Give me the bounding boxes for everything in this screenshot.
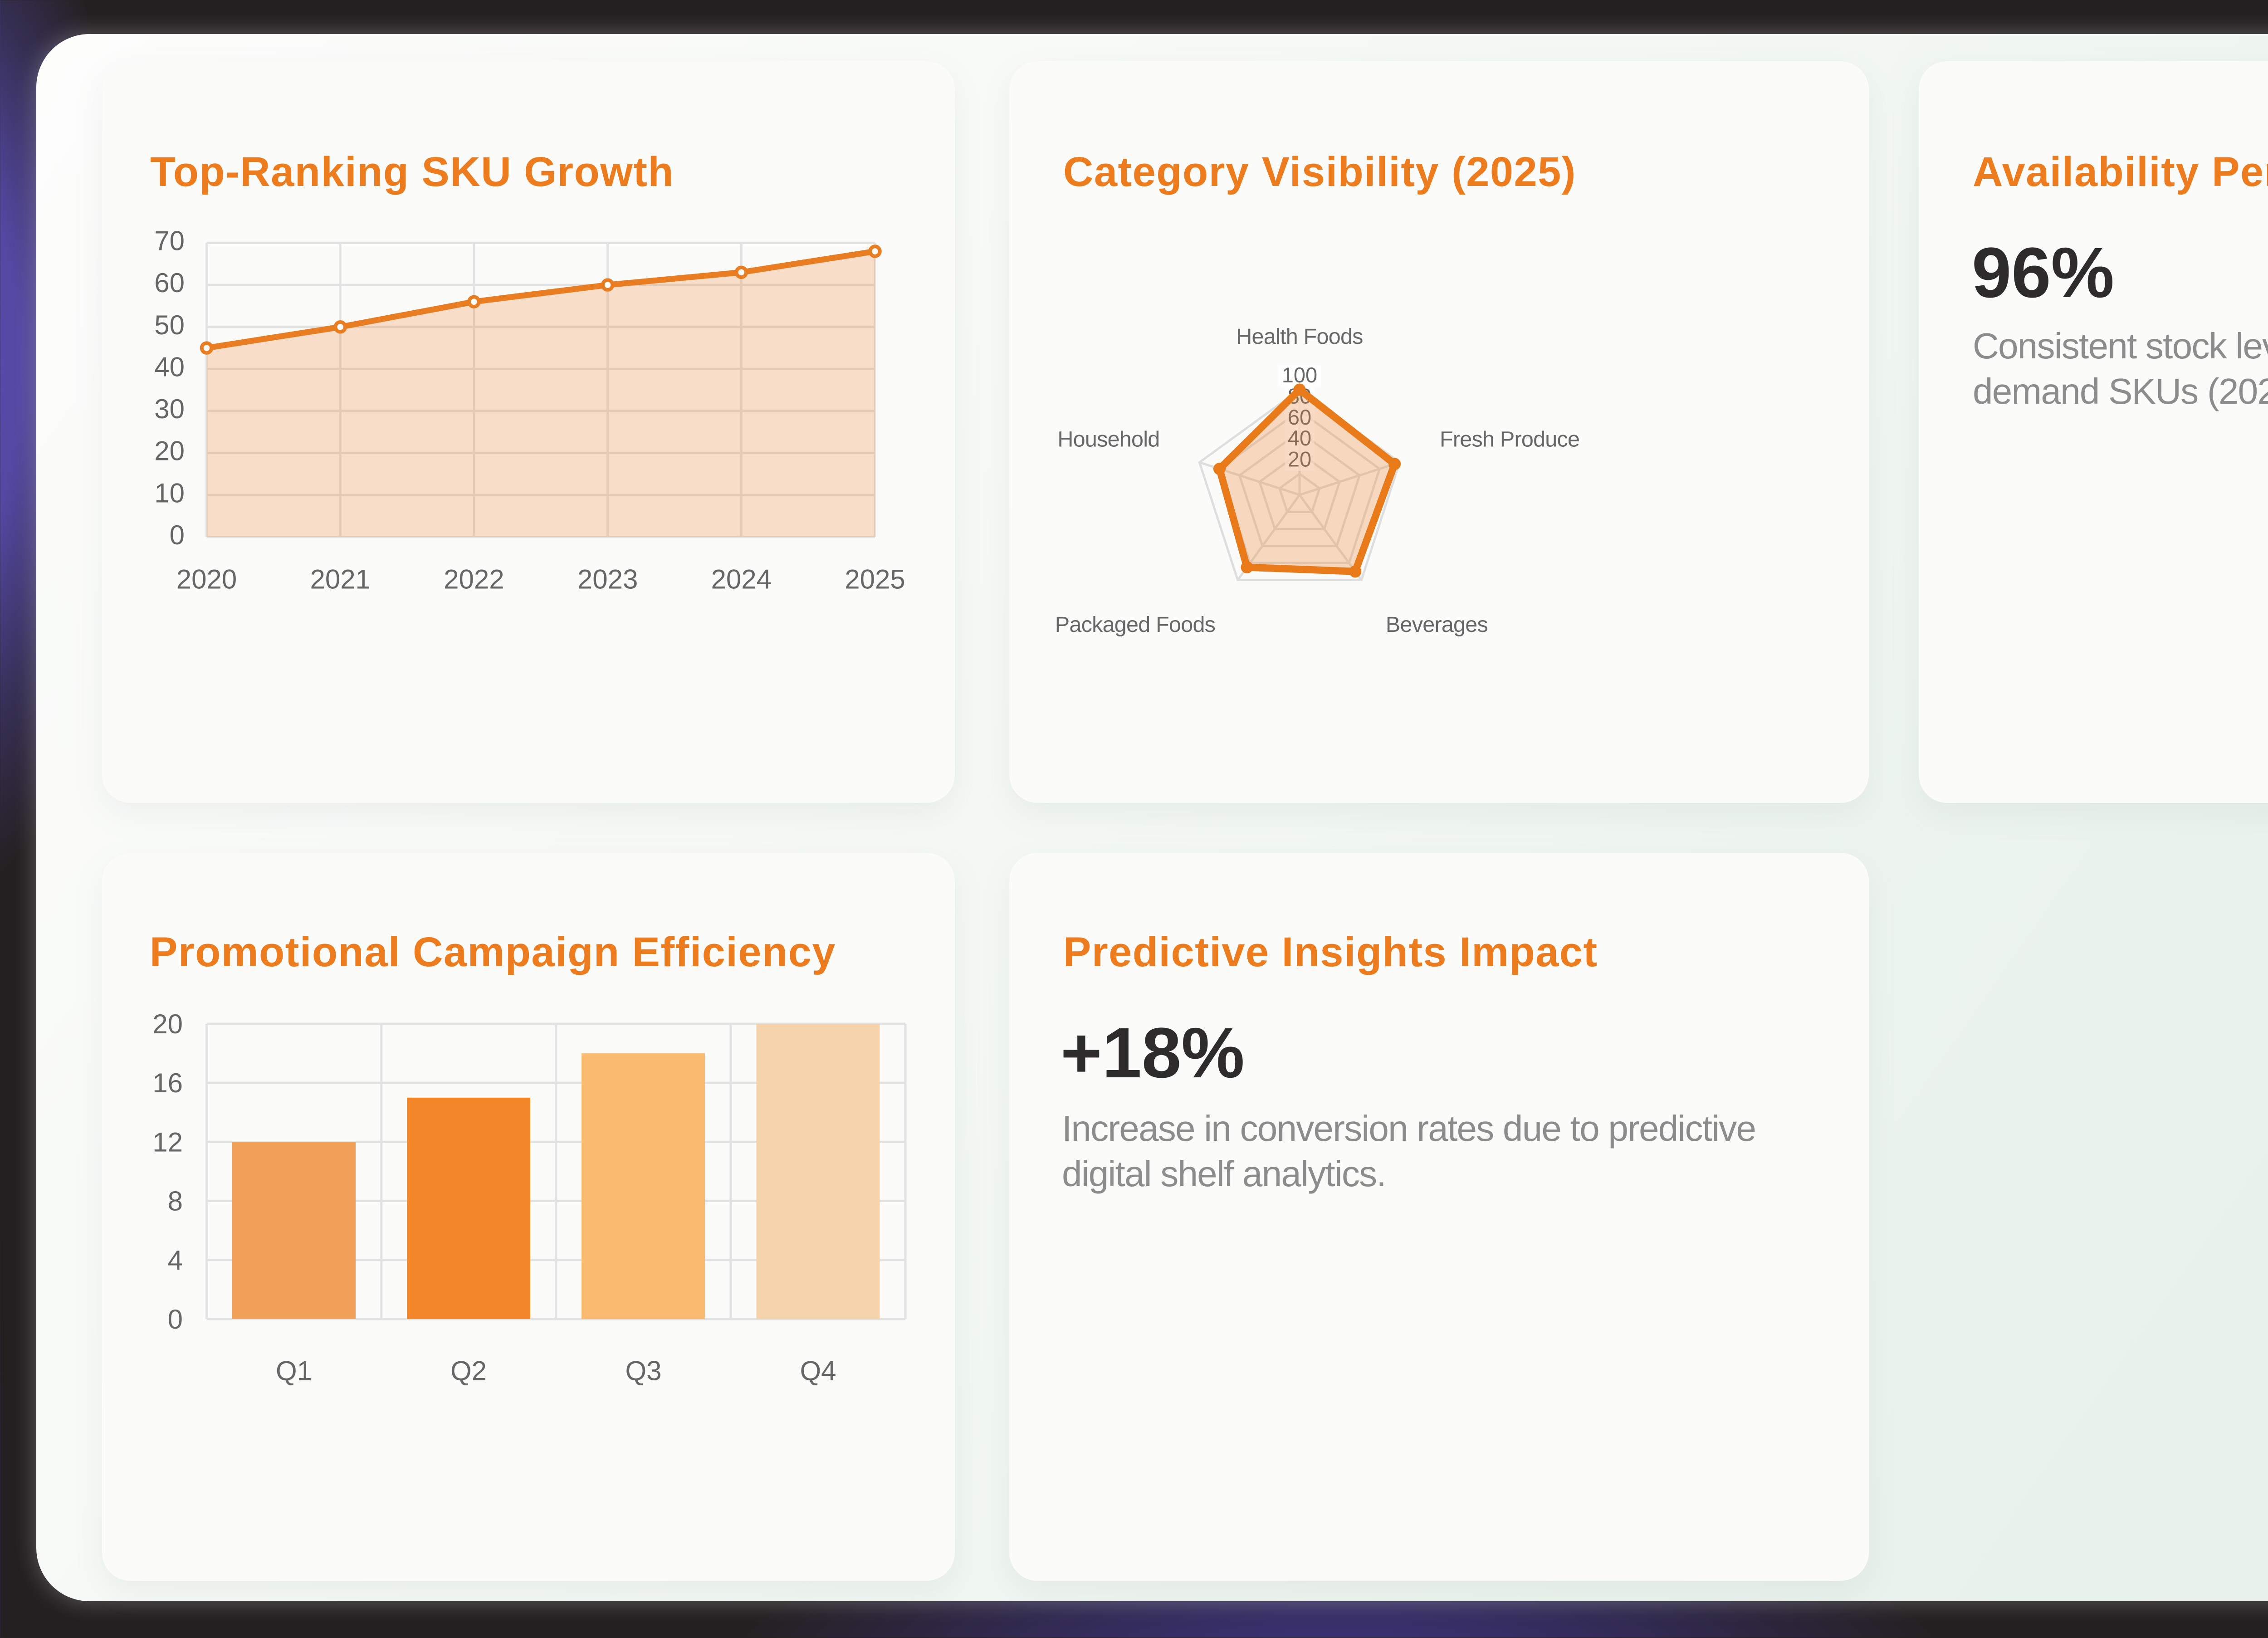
svg-text:20: 20 [154, 435, 185, 466]
svg-text:Health Foods: Health Foods [1236, 324, 1363, 349]
svg-text:30: 30 [154, 394, 185, 424]
svg-text:Q2: Q2 [450, 1355, 487, 1386]
svg-text:70: 70 [154, 225, 185, 256]
svg-text:2025: 2025 [845, 564, 905, 594]
svg-text:12: 12 [152, 1127, 183, 1157]
svg-text:16: 16 [152, 1068, 183, 1098]
svg-text:20: 20 [152, 1009, 183, 1039]
svg-text:60: 60 [154, 268, 185, 298]
svg-text:Q4: Q4 [800, 1355, 836, 1386]
svg-text:60: 60 [1288, 405, 1311, 429]
svg-text:Q1: Q1 [276, 1355, 312, 1386]
svg-text:100: 100 [1282, 363, 1317, 387]
svg-text:Fresh Produce: Fresh Produce [1440, 427, 1579, 451]
svg-text:2021: 2021 [310, 564, 370, 594]
svg-text:2024: 2024 [711, 564, 772, 594]
svg-text:4: 4 [168, 1245, 183, 1276]
svg-text:0: 0 [168, 1304, 183, 1335]
svg-text:50: 50 [154, 310, 185, 340]
svg-text:10: 10 [154, 478, 185, 508]
svg-text:8: 8 [168, 1186, 183, 1216]
svg-text:Beverages: Beverages [1386, 612, 1488, 637]
svg-text:40: 40 [154, 352, 185, 382]
svg-text:Packaged Foods: Packaged Foods [1055, 612, 1215, 637]
svg-text:Q3: Q3 [625, 1355, 661, 1386]
svg-text:2023: 2023 [577, 564, 638, 594]
svg-text:20: 20 [1288, 447, 1311, 471]
svg-text:2022: 2022 [444, 564, 504, 594]
svg-text:2020: 2020 [176, 564, 237, 594]
svg-text:0: 0 [170, 520, 185, 550]
svg-text:Household: Household [1057, 427, 1159, 451]
svg-text:40: 40 [1288, 426, 1311, 450]
